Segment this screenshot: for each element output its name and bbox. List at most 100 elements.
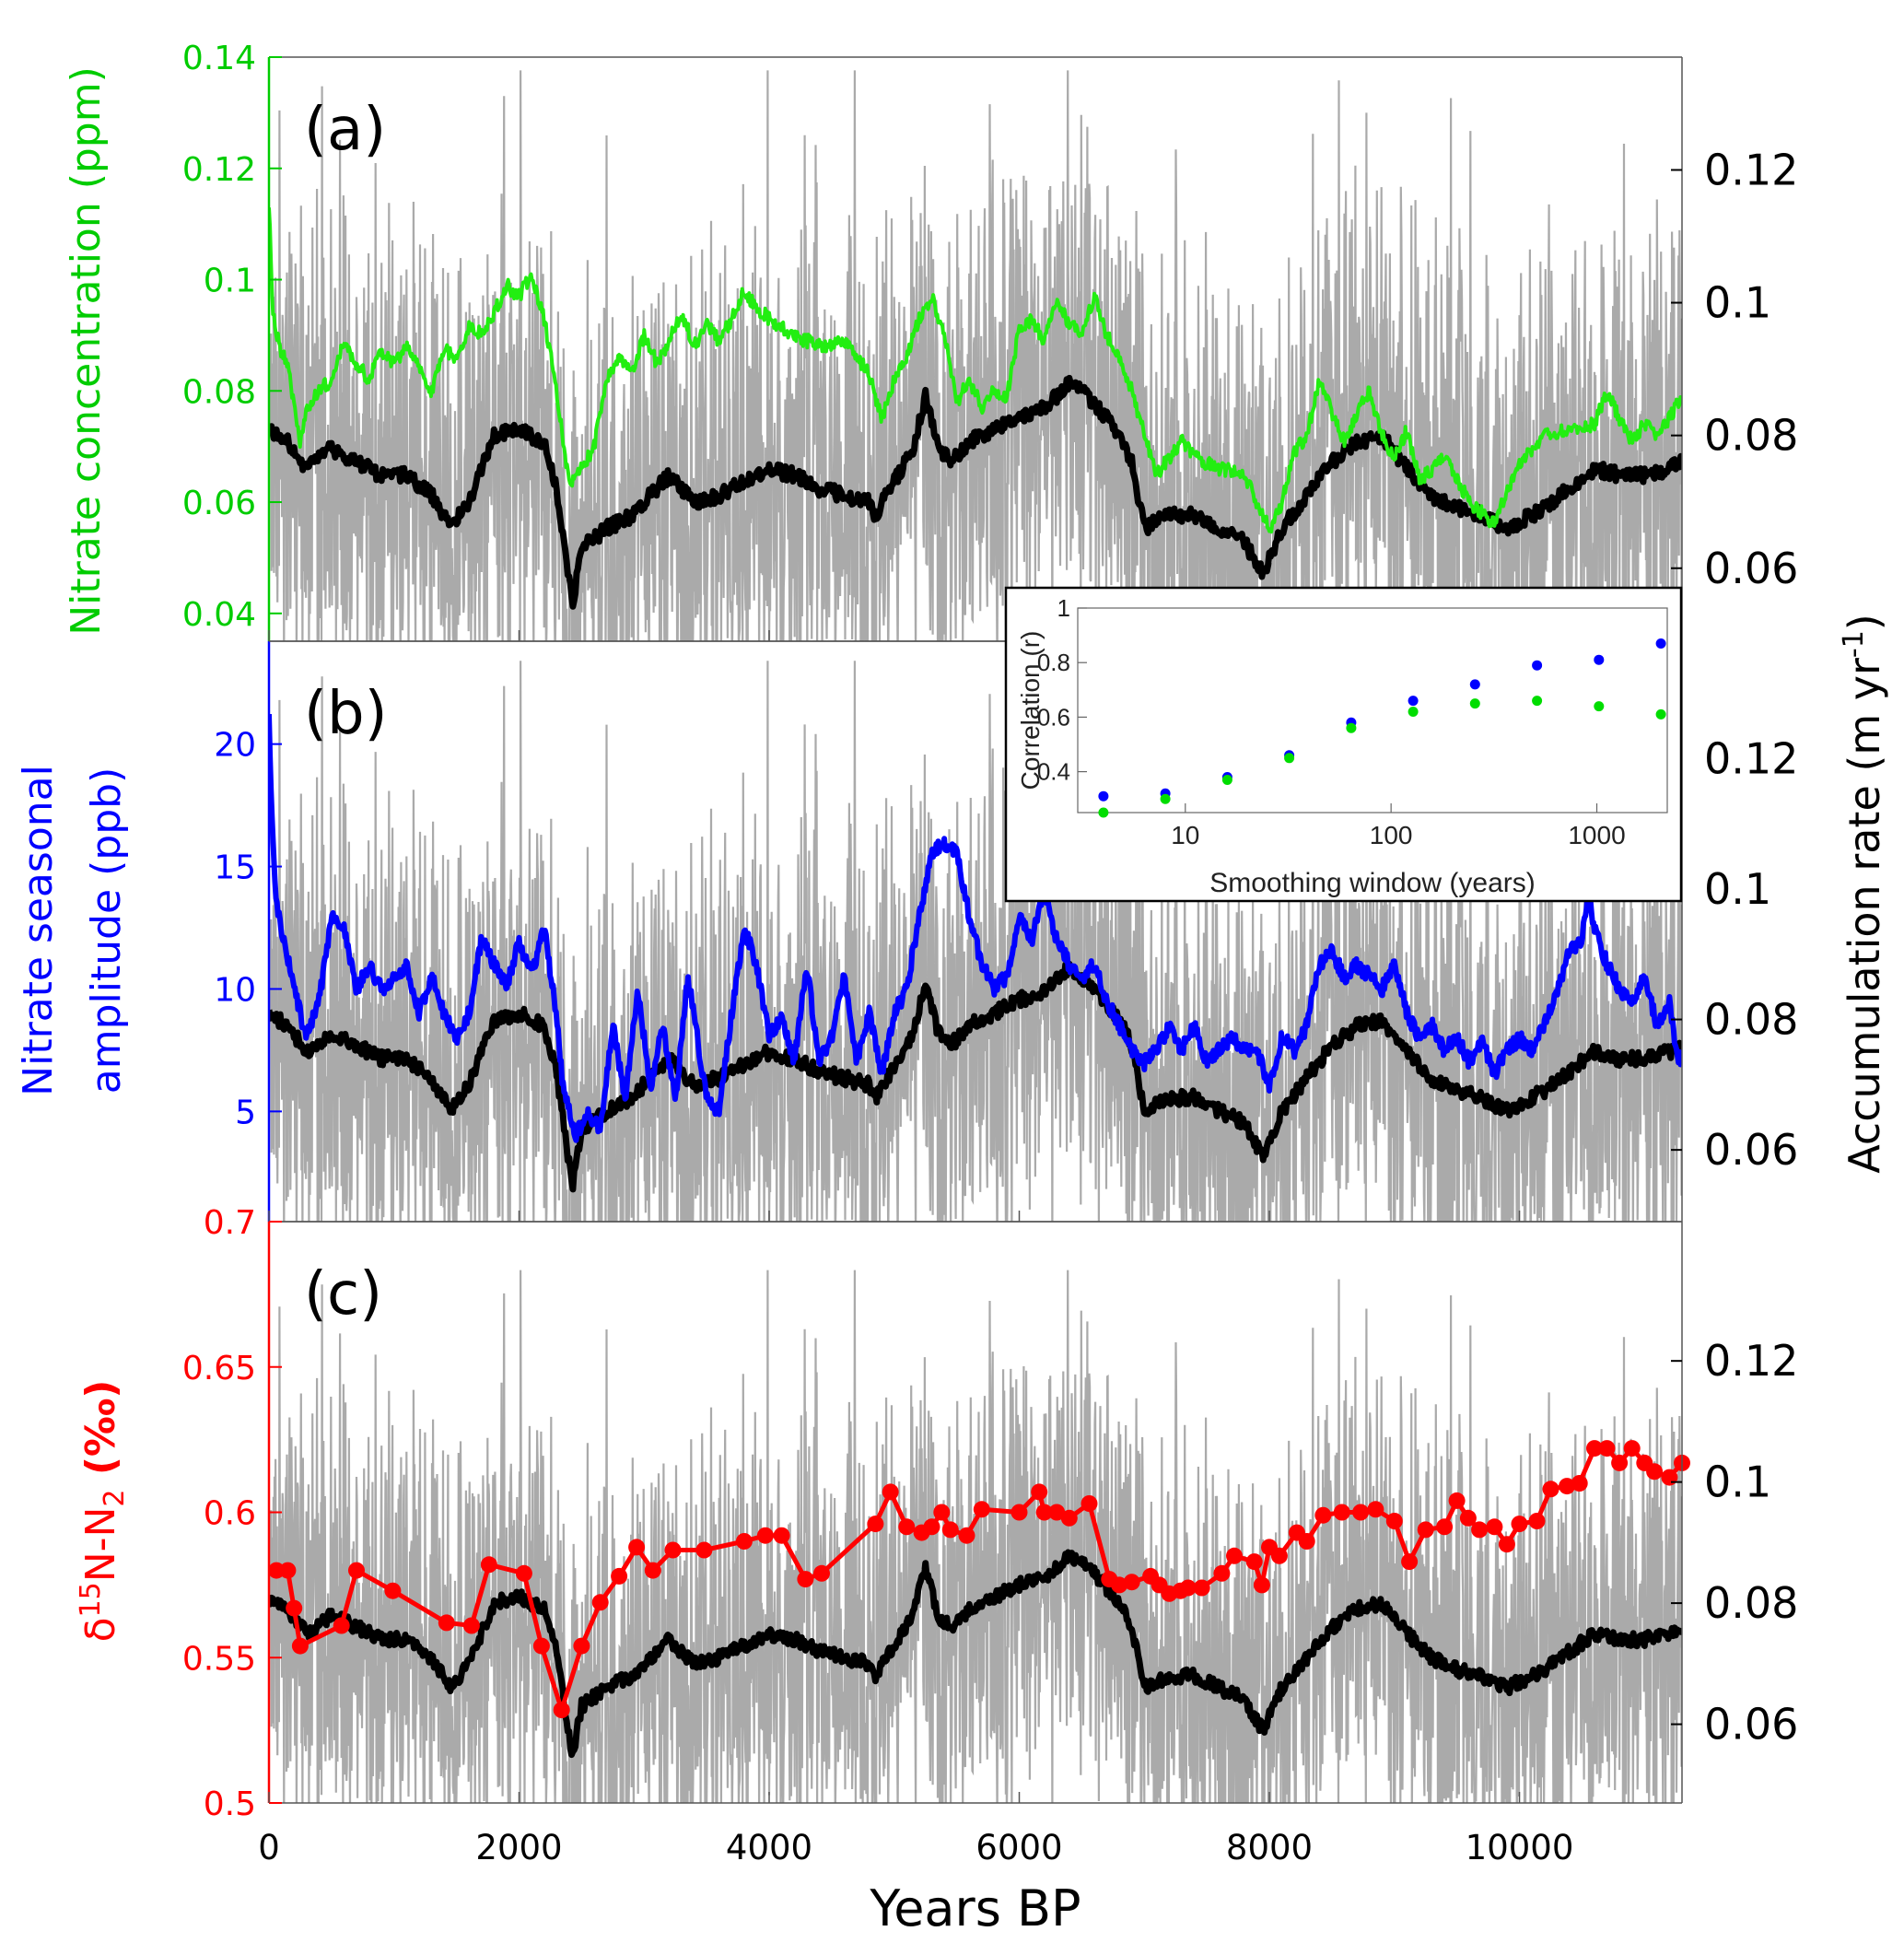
delta15n-point	[1333, 1504, 1350, 1521]
delta15n-point	[1048, 1504, 1066, 1521]
panel-a: 0.04 0.06 0.08 0.1 0.12 0.14 0.06 0.08 0.1 0.12 (a…	[182, 40, 1798, 642]
delta15n-point	[1253, 1576, 1270, 1594]
inset-y-tick-label: 0.8	[1037, 649, 1070, 676]
right-tick-label: 0.12	[1704, 733, 1798, 783]
inset-point-amplitude	[1469, 679, 1480, 690]
delta15n-point	[628, 1539, 646, 1556]
delta15n-point	[291, 1637, 309, 1655]
left-tick-label: 0.1	[204, 263, 256, 300]
right-tick-label: 0.08	[1704, 1578, 1798, 1628]
x-tick-label: 6000	[975, 1828, 1062, 1867]
isotope-subscript: 2	[99, 1489, 131, 1506]
inset-point-amplitude	[1098, 790, 1109, 802]
right-tick-label: 0.12	[1704, 145, 1798, 194]
x-tick-label: 10000	[1466, 1828, 1574, 1867]
right-tick-label: 0.08	[1704, 411, 1798, 461]
delta15n-point	[1213, 1564, 1231, 1582]
left-tick-label: 0.14	[182, 40, 256, 77]
delta15n-point	[1226, 1547, 1243, 1564]
delta15n-point	[286, 1599, 303, 1617]
accumulation-smoothed-line	[269, 374, 1682, 610]
delta15n-point	[933, 1504, 951, 1521]
left-tick-label: 15	[214, 849, 256, 887]
panel-b: 5 10 15 20 0.06 0.08 0.1 0.12 (b)	[214, 640, 1798, 1223]
inset-point-amplitude	[1655, 638, 1666, 649]
inset-point-concentration	[1160, 793, 1171, 804]
inset-point-concentration	[1346, 722, 1357, 733]
accumulation-annual-line	[269, 70, 1682, 641]
delta15n-point	[1623, 1440, 1641, 1457]
delta15n-point	[573, 1637, 590, 1655]
delta15n-point	[1459, 1509, 1477, 1527]
delta15n-point	[756, 1527, 774, 1544]
delta15n-point	[532, 1637, 550, 1655]
accumulation-annual-line	[269, 1270, 1682, 1803]
panel-label: (a)	[304, 96, 386, 164]
inset-frame	[1004, 586, 1683, 903]
delta15n-point	[1123, 1574, 1140, 1591]
x-axis-title: Years BP	[869, 1879, 1080, 1937]
delta15n-point	[268, 1562, 286, 1579]
panel-b-left-title-line2: amplitude (ppb)	[83, 767, 130, 1094]
panel-c: 0.5 0.55 0.6 0.65 0.7 0.06 0.08 0.1 0.12 (c)	[182, 1204, 1799, 1823]
inset-chart: 10 100 1000 0.4 0.6 0.8 1 Smoothing window (yea…	[1004, 586, 1683, 903]
delta15n-point	[1528, 1513, 1546, 1529]
delta15n-point	[1559, 1478, 1576, 1495]
inset-y-tick-label: 1	[1057, 594, 1070, 622]
delta15n-point	[1436, 1518, 1454, 1536]
delta15n-point	[591, 1594, 609, 1611]
delta15n-point	[1010, 1504, 1028, 1521]
delta15n-point	[348, 1562, 365, 1579]
delta15n-point	[515, 1564, 532, 1582]
delta15n-point	[1111, 1576, 1128, 1594]
delta-symbol: δ	[77, 1617, 124, 1642]
delta15n-point	[1035, 1504, 1053, 1521]
right-tick-label: 0.1	[1704, 864, 1771, 914]
delta15n-point	[384, 1582, 402, 1599]
delta15n-point	[1298, 1533, 1315, 1550]
panel-label: (c)	[304, 1260, 382, 1328]
inset-point-concentration	[1469, 698, 1480, 709]
x-tick-label: 8000	[1226, 1828, 1313, 1867]
left-tick-label: 0.5	[204, 1785, 256, 1823]
delta15n-point	[1586, 1440, 1603, 1457]
delta15n-point	[1080, 1495, 1098, 1512]
delta15n-point	[1245, 1553, 1263, 1571]
delta15n-point	[1352, 1504, 1370, 1521]
delta15n-point	[973, 1501, 990, 1518]
delta15n-point	[735, 1533, 753, 1550]
delta15n-point	[1060, 1509, 1078, 1527]
delta15n-point	[958, 1527, 975, 1544]
delta15n-point	[438, 1614, 455, 1632]
right-tick-label: 0.1	[1704, 278, 1771, 328]
right-tick-label: 0.06	[1704, 1125, 1798, 1175]
left-tick-label: 0.6	[204, 1495, 256, 1533]
delta15n-point	[1179, 1579, 1197, 1597]
accumulation-smoothed-line	[269, 960, 1682, 1193]
accumulation-smoothed-line	[269, 1549, 1682, 1759]
delta15n-point	[1511, 1516, 1528, 1533]
delta15n-point	[898, 1518, 916, 1536]
delta15n-point	[1417, 1521, 1434, 1539]
delta15n-point	[1193, 1579, 1210, 1597]
right-tick-label: 0.06	[1704, 544, 1798, 593]
left-tick-label: 0.04	[182, 596, 256, 634]
x-tick-label: 4000	[726, 1828, 812, 1867]
delta15n-point	[1448, 1492, 1466, 1509]
inset-x-tick-label: 1000	[1568, 821, 1625, 849]
delta15n-point	[923, 1518, 940, 1536]
delta15n-point	[1571, 1475, 1588, 1492]
inset-point-concentration	[1221, 775, 1232, 785]
right-tick-label: 0.12	[1704, 1336, 1798, 1386]
delta15n-point	[553, 1702, 570, 1718]
delta15n-point	[1401, 1553, 1419, 1571]
right-axis-title: Accumulation rate (m yr-1)	[1838, 614, 1889, 1174]
inset-y-tick-label: 0.4	[1037, 758, 1070, 786]
delta15n-point	[1031, 1483, 1048, 1501]
delta15n-point	[480, 1556, 497, 1574]
inset-point-concentration	[1408, 707, 1419, 717]
accumulation-annual-line	[269, 661, 1682, 1222]
right-axis-title-main: Accumulation rate (m yr	[1840, 658, 1889, 1174]
right-tick-label: 0.06	[1704, 1700, 1798, 1750]
